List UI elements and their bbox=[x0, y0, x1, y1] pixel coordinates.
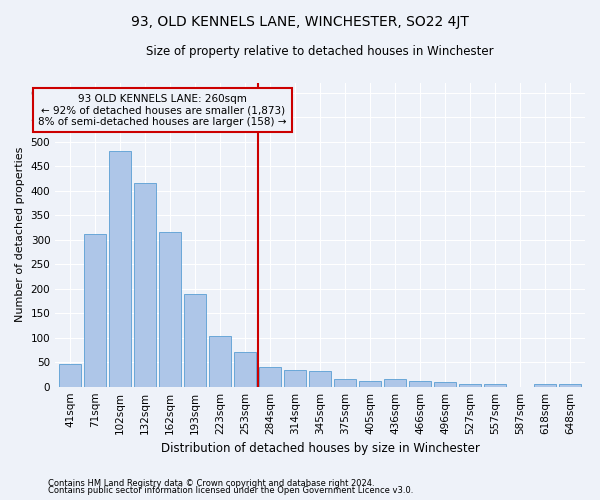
Bar bbox=[559, 384, 581, 386]
Bar bbox=[84, 234, 106, 386]
Bar bbox=[409, 382, 431, 386]
Text: Contains HM Land Registry data © Crown copyright and database right 2024.: Contains HM Land Registry data © Crown c… bbox=[48, 478, 374, 488]
Text: 93 OLD KENNELS LANE: 260sqm
← 92% of detached houses are smaller (1,873)
8% of s: 93 OLD KENNELS LANE: 260sqm ← 92% of det… bbox=[38, 94, 287, 127]
Bar bbox=[284, 370, 307, 386]
X-axis label: Distribution of detached houses by size in Winchester: Distribution of detached houses by size … bbox=[161, 442, 479, 455]
Bar bbox=[159, 232, 181, 386]
Bar bbox=[109, 152, 131, 386]
Bar bbox=[309, 371, 331, 386]
Bar bbox=[234, 352, 256, 386]
Text: 93, OLD KENNELS LANE, WINCHESTER, SO22 4JT: 93, OLD KENNELS LANE, WINCHESTER, SO22 4… bbox=[131, 15, 469, 29]
Bar bbox=[59, 364, 82, 386]
Bar bbox=[434, 382, 456, 386]
Bar bbox=[459, 384, 481, 386]
Bar bbox=[534, 384, 556, 386]
Bar bbox=[334, 380, 356, 386]
Bar bbox=[359, 381, 382, 386]
Y-axis label: Number of detached properties: Number of detached properties bbox=[15, 147, 25, 322]
Bar bbox=[259, 367, 281, 386]
Title: Size of property relative to detached houses in Winchester: Size of property relative to detached ho… bbox=[146, 45, 494, 58]
Bar bbox=[484, 384, 506, 386]
Bar bbox=[384, 380, 406, 386]
Text: Contains public sector information licensed under the Open Government Licence v3: Contains public sector information licen… bbox=[48, 486, 413, 495]
Bar bbox=[184, 294, 206, 386]
Bar bbox=[209, 336, 232, 386]
Bar bbox=[134, 184, 157, 386]
